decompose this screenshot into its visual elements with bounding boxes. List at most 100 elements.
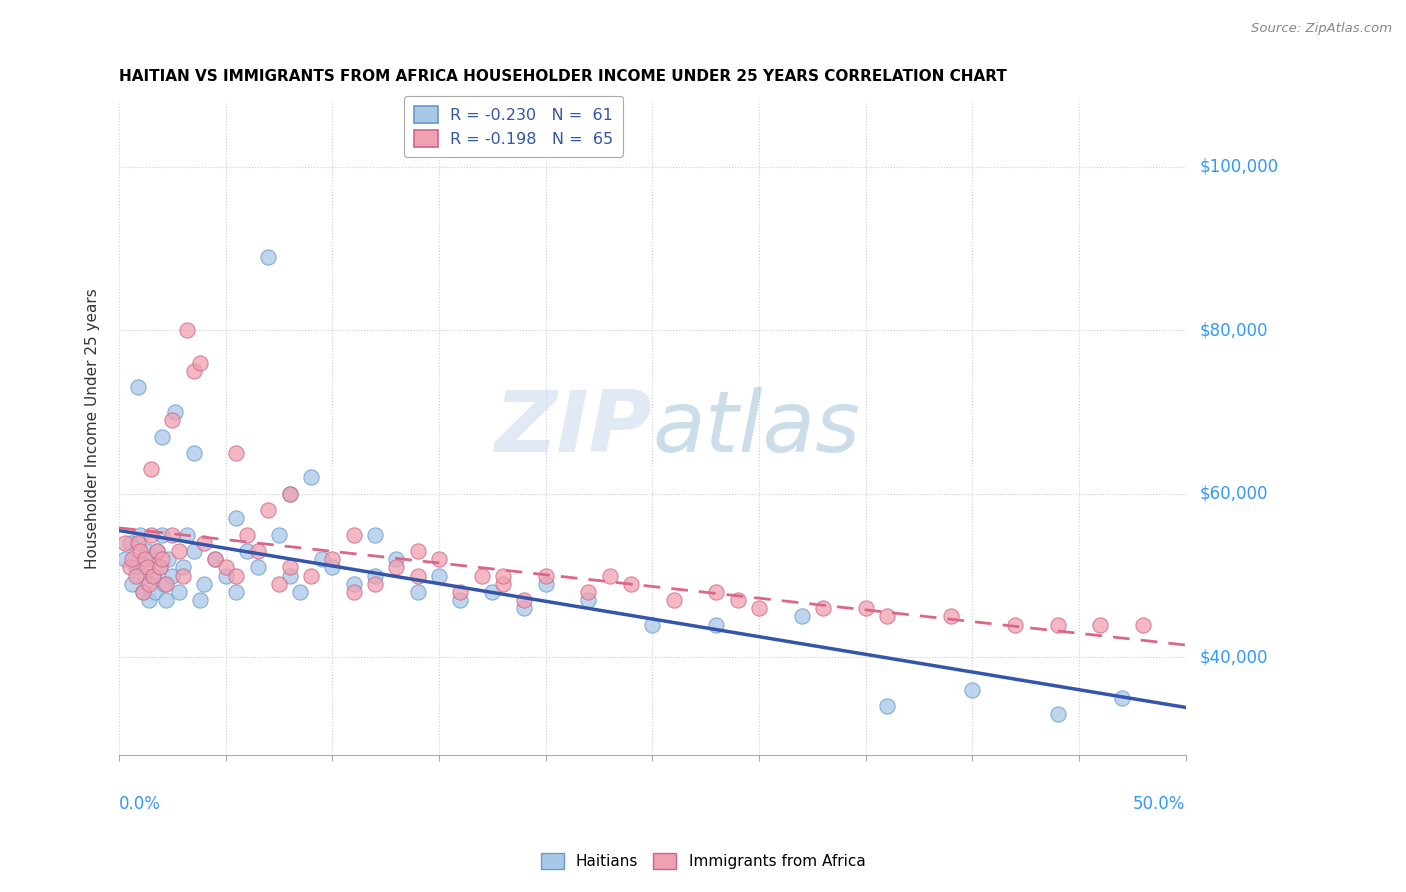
Point	[183, 364, 205, 378]
Point	[343, 527, 366, 541]
Point	[299, 568, 322, 582]
Point	[364, 527, 387, 541]
Text: atlas: atlas	[652, 387, 860, 470]
Point	[620, 576, 643, 591]
Text: $100,000: $100,000	[1199, 158, 1278, 176]
Point	[321, 552, 343, 566]
Point	[1132, 617, 1154, 632]
Text: 50.0%: 50.0%	[1133, 795, 1185, 813]
Point	[225, 511, 247, 525]
Point	[385, 560, 408, 574]
Point	[641, 617, 664, 632]
Point	[183, 544, 205, 558]
Point	[449, 593, 471, 607]
Point	[246, 560, 269, 574]
Point	[267, 576, 290, 591]
Point	[162, 568, 184, 582]
Point	[139, 462, 162, 476]
Point	[162, 527, 184, 541]
Point	[157, 552, 180, 566]
Point	[311, 552, 333, 566]
Point	[114, 536, 136, 550]
Point	[534, 576, 557, 591]
Point	[225, 446, 247, 460]
Point	[481, 585, 503, 599]
Point	[139, 552, 162, 566]
Point	[278, 568, 301, 582]
Point	[176, 323, 198, 337]
Point	[138, 593, 160, 607]
Point	[876, 609, 898, 624]
Point	[513, 593, 536, 607]
Point	[188, 356, 211, 370]
Point	[364, 576, 387, 591]
Point	[1046, 707, 1069, 722]
Point	[134, 552, 156, 566]
Point	[343, 585, 366, 599]
Point	[236, 527, 259, 541]
Point	[662, 593, 685, 607]
Point	[449, 585, 471, 599]
Point	[167, 544, 190, 558]
Point	[127, 536, 149, 550]
Point	[748, 601, 770, 615]
Point	[1046, 617, 1069, 632]
Point	[125, 568, 148, 582]
Text: Source: ZipAtlas.com: Source: ZipAtlas.com	[1251, 22, 1392, 36]
Point	[146, 544, 169, 558]
Point	[150, 552, 173, 566]
Point	[471, 568, 494, 582]
Point	[704, 585, 727, 599]
Point	[855, 601, 877, 615]
Point	[138, 576, 160, 591]
Point	[131, 585, 153, 599]
Point	[225, 585, 247, 599]
Point	[576, 585, 599, 599]
Point	[278, 560, 301, 574]
Point	[142, 568, 165, 582]
Point	[492, 576, 515, 591]
Point	[727, 593, 749, 607]
Point	[118, 560, 141, 574]
Point	[939, 609, 962, 624]
Point	[876, 699, 898, 714]
Point	[704, 617, 727, 632]
Point	[150, 527, 173, 541]
Point	[385, 552, 408, 566]
Point	[131, 585, 153, 599]
Point	[406, 544, 429, 558]
Text: 0.0%: 0.0%	[120, 795, 160, 813]
Text: $40,000: $40,000	[1199, 648, 1268, 666]
Point	[576, 593, 599, 607]
Point	[599, 568, 621, 582]
Point	[257, 250, 280, 264]
Y-axis label: Householder Income Under 25 years: Householder Income Under 25 years	[86, 288, 100, 569]
Point	[163, 405, 186, 419]
Point	[1004, 617, 1026, 632]
Point	[155, 576, 177, 591]
Point	[193, 576, 215, 591]
Point	[1111, 691, 1133, 706]
Point	[364, 568, 387, 582]
Point	[125, 560, 148, 574]
Text: HAITIAN VS IMMIGRANTS FROM AFRICA HOUSEHOLDER INCOME UNDER 25 YEARS CORRELATION : HAITIAN VS IMMIGRANTS FROM AFRICA HOUSEH…	[120, 69, 1007, 84]
Text: $60,000: $60,000	[1199, 484, 1268, 503]
Point	[790, 609, 813, 624]
Point	[121, 576, 143, 591]
Point	[139, 527, 162, 541]
Point	[135, 544, 157, 558]
Point	[129, 544, 152, 558]
Point	[278, 487, 301, 501]
Point	[172, 560, 194, 574]
Point	[146, 544, 169, 558]
Point	[148, 560, 170, 574]
Point	[148, 560, 170, 574]
Point	[290, 585, 312, 599]
Point	[188, 593, 211, 607]
Point	[172, 568, 194, 582]
Point	[134, 568, 156, 582]
Point	[343, 576, 366, 591]
Point	[155, 593, 177, 607]
Point	[299, 470, 322, 484]
Point	[225, 568, 247, 582]
